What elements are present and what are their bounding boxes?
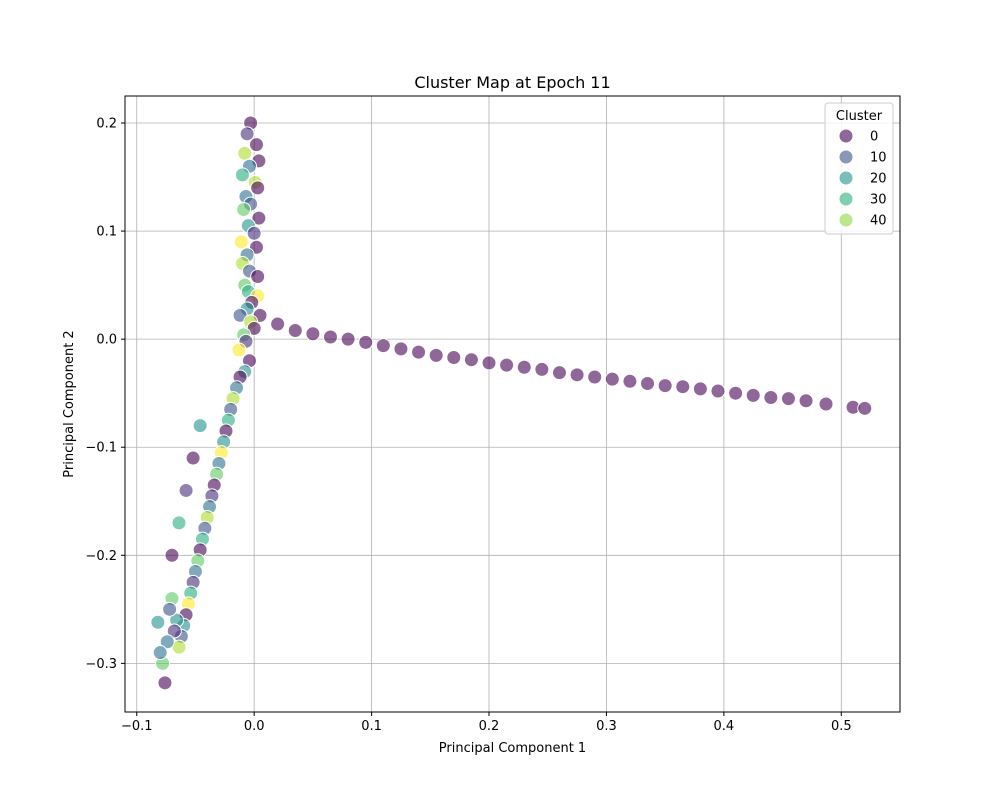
scatter-point bbox=[340, 331, 356, 347]
scatter-point bbox=[798, 393, 814, 409]
scatter-point bbox=[728, 385, 744, 401]
scatter-point bbox=[249, 137, 265, 153]
scatter-point bbox=[780, 391, 796, 407]
scatter-point bbox=[463, 352, 479, 368]
scatter-point bbox=[587, 369, 603, 385]
x-tick-label: 0.5 bbox=[831, 719, 852, 734]
data-points bbox=[150, 115, 873, 691]
y-tick-label: 0.0 bbox=[96, 333, 117, 348]
scatter-point bbox=[287, 323, 303, 339]
x-tick-label: 0.0 bbox=[244, 719, 265, 734]
scatter-point bbox=[250, 268, 266, 284]
scatter-point bbox=[411, 344, 427, 360]
scatter-point bbox=[234, 167, 250, 183]
legend-title: Cluster bbox=[836, 109, 883, 124]
legend-marker bbox=[838, 212, 854, 228]
scatter-point bbox=[358, 334, 374, 350]
scatter-point bbox=[231, 342, 247, 358]
scatter-point bbox=[818, 396, 834, 412]
scatter-point bbox=[569, 367, 585, 383]
scatter-point bbox=[516, 359, 532, 375]
scatter-point bbox=[246, 225, 262, 241]
chart-title: Cluster Map at Epoch 11 bbox=[414, 73, 610, 92]
y-tick-label: −0.2 bbox=[85, 549, 117, 564]
scatter-point bbox=[446, 350, 462, 366]
y-axis-label: Principal Component 2 bbox=[62, 330, 77, 477]
legend-label: 40 bbox=[870, 214, 887, 229]
scatter-point bbox=[640, 375, 656, 391]
scatter-point bbox=[150, 614, 166, 630]
y-tick-label: 0.2 bbox=[96, 117, 117, 132]
y-tick-label: −0.1 bbox=[85, 441, 117, 456]
scatter-point bbox=[375, 338, 391, 354]
x-tick-label: 0.2 bbox=[479, 719, 500, 734]
x-tick-label: −0.1 bbox=[121, 719, 153, 734]
scatter-point bbox=[236, 201, 252, 217]
plot-frame bbox=[124, 95, 901, 713]
y-tick-label: 0.1 bbox=[96, 225, 117, 240]
legend-marker bbox=[838, 128, 854, 144]
scatter-point bbox=[157, 675, 173, 691]
scatter-point bbox=[763, 390, 779, 406]
x-axis-label: Principal Component 1 bbox=[439, 741, 586, 756]
x-tick-label: 0.3 bbox=[596, 719, 617, 734]
y-tick-label: −0.3 bbox=[85, 657, 117, 672]
legend-marker bbox=[838, 149, 854, 165]
scatter-point bbox=[499, 357, 515, 373]
scatter-point bbox=[675, 379, 691, 395]
scatter-point bbox=[305, 326, 321, 342]
scatter-point bbox=[164, 547, 180, 563]
scatter-point bbox=[551, 365, 567, 381]
scatter-point bbox=[166, 623, 182, 639]
scatter-point bbox=[239, 126, 255, 142]
grid-lines bbox=[125, 96, 900, 712]
x-axis-ticks: −0.1 0.0 0.1 0.2 0.3 0.4 0.5 bbox=[121, 712, 852, 734]
scatter-point bbox=[481, 355, 497, 371]
scatter-point bbox=[692, 381, 708, 397]
scatter-point bbox=[251, 210, 267, 226]
scatter-point bbox=[604, 371, 620, 387]
y-axis-ticks: −0.3 −0.2 −0.1 0.0 0.1 0.2 bbox=[85, 117, 125, 672]
scatter-point bbox=[322, 329, 338, 345]
scatter-point bbox=[162, 601, 178, 617]
scatter-point bbox=[428, 347, 444, 363]
legend-marker bbox=[838, 191, 854, 207]
scatter-point bbox=[250, 180, 266, 196]
scatter-point bbox=[178, 482, 194, 498]
scatter-point bbox=[710, 383, 726, 399]
scatter-point bbox=[393, 341, 409, 357]
scatter-point bbox=[171, 515, 187, 531]
legend-label: 10 bbox=[870, 151, 887, 166]
legend: Cluster 0 10 20 30 40 bbox=[824, 102, 894, 235]
scatter-point bbox=[185, 450, 201, 466]
legend-label: 20 bbox=[870, 172, 887, 187]
scatter-point bbox=[270, 316, 286, 332]
legend-label: 30 bbox=[870, 193, 887, 208]
scatter-point bbox=[237, 145, 253, 161]
legend-entries: 0 10 20 30 40 bbox=[838, 128, 887, 229]
scatter-point bbox=[152, 645, 168, 661]
scatter-point bbox=[622, 373, 638, 389]
scatter-point bbox=[159, 634, 175, 650]
scatter-point bbox=[857, 400, 873, 416]
x-tick-label: 0.4 bbox=[714, 719, 735, 734]
scatter-point bbox=[745, 387, 761, 403]
legend-marker bbox=[838, 170, 854, 186]
scatter-point bbox=[233, 234, 249, 250]
scatter-point bbox=[192, 418, 208, 434]
scatter-point bbox=[534, 361, 550, 377]
x-tick-label: 0.1 bbox=[361, 719, 382, 734]
legend-label: 0 bbox=[870, 130, 878, 145]
scatter-point bbox=[657, 378, 673, 394]
